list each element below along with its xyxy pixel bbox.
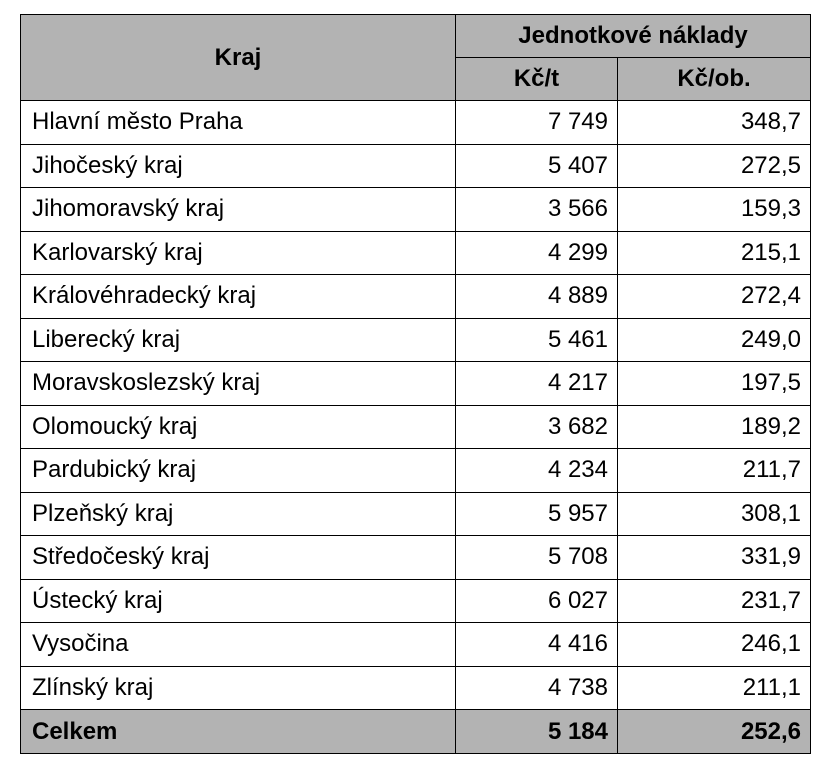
per-ton-cell: 6 027 <box>455 578 618 623</box>
region-cell: Středočeský kraj <box>20 535 456 580</box>
per-ton-cell: 5 407 <box>455 143 618 188</box>
region-cell: Pardubický kraj <box>20 448 456 493</box>
table-row: Středočeský kraj 5 708 331,9 <box>20 535 812 580</box>
region-cell: Moravskoslezský kraj <box>20 361 456 406</box>
table-row: Pardubický kraj 4 234 211,7 <box>20 448 812 493</box>
total-per-person: 252,6 <box>616 709 812 754</box>
per-ton-cell: 5 957 <box>455 491 618 536</box>
table-row: Vysočina 4 416 246,1 <box>20 622 812 667</box>
per-ton-cell: 5 461 <box>455 317 618 362</box>
region-cell: Karlovarský kraj <box>20 230 456 275</box>
per-ton-cell: 5 708 <box>455 535 618 580</box>
per-person-cell: 215,1 <box>616 230 812 275</box>
region-column-header: Kraj <box>20 14 456 101</box>
per-ton-cell: 4 299 <box>455 230 618 275</box>
per-ton-cell: 3 566 <box>455 187 618 232</box>
per-ton-cell: 4 217 <box>455 361 618 406</box>
per-person-cell: 197,5 <box>616 361 812 406</box>
table-footer: Celkem 5 184 252,6 <box>20 709 812 754</box>
table-row: Olomoucký kraj 3 682 189,2 <box>20 404 812 449</box>
per-person-cell: 348,7 <box>616 100 812 145</box>
per-person-cell: 211,7 <box>616 448 812 493</box>
per-person-cell: 272,5 <box>616 143 812 188</box>
per-ton-cell: 4 234 <box>455 448 618 493</box>
region-cell: Jihočeský kraj <box>20 143 456 188</box>
table-row: Moravskoslezský kraj 4 217 197,5 <box>20 361 812 406</box>
unit-costs-table: Kraj Jednotkové náklady Kč/t Kč/ob. Hlav… <box>20 14 812 754</box>
table-row: Jihomoravský kraj 3 566 159,3 <box>20 187 812 232</box>
table-row: Karlovarský kraj 4 299 215,1 <box>20 230 812 275</box>
region-cell: Vysočina <box>20 622 456 667</box>
per-person-cell: 211,1 <box>616 665 812 710</box>
per-person-cell: 272,4 <box>616 274 812 319</box>
per-person-cell: 189,2 <box>616 404 812 449</box>
per-person-column-header: Kč/ob. <box>616 57 812 101</box>
per-person-cell: 246,1 <box>616 622 812 667</box>
per-person-cell: 308,1 <box>616 491 812 536</box>
per-person-cell: 159,3 <box>616 187 812 232</box>
per-ton-cell: 3 682 <box>455 404 618 449</box>
unit-costs-group-header: Jednotkové náklady <box>454 14 812 58</box>
per-ton-cell: 4 416 <box>455 622 618 667</box>
table-row: Liberecký kraj 5 461 249,0 <box>20 317 812 362</box>
per-person-cell: 331,9 <box>616 535 812 580</box>
per-ton-cell: 4 889 <box>455 274 618 319</box>
per-person-cell: 231,7 <box>616 578 812 623</box>
table-row: Zlínský kraj 4 738 211,1 <box>20 665 812 710</box>
table-row: Královéhradecký kraj 4 889 272,4 <box>20 274 812 319</box>
per-ton-cell: 4 738 <box>455 665 618 710</box>
total-per-ton: 5 184 <box>455 709 618 754</box>
table-row: Jihočeský kraj 5 407 272,5 <box>20 143 812 188</box>
table-row: Plzeňský kraj 5 957 308,1 <box>20 491 812 536</box>
total-row: Celkem 5 184 252,6 <box>20 709 812 754</box>
table-body: Hlavní město Praha 7 749 348,7 Jihočeský kr… <box>20 100 812 710</box>
per-ton-column-header: Kč/t <box>455 57 618 101</box>
table-header: Kraj Jednotkové náklady Kč/t Kč/ob. <box>20 14 812 101</box>
region-cell: Hlavní město Praha <box>20 100 456 145</box>
table-row: Ústecký kraj 6 027 231,7 <box>20 578 812 623</box>
per-person-cell: 249,0 <box>616 317 812 362</box>
per-ton-cell: 7 749 <box>455 100 618 145</box>
region-cell: Plzeňský kraj <box>20 491 456 536</box>
table-row: Hlavní město Praha 7 749 348,7 <box>20 100 812 145</box>
region-cell: Ústecký kraj <box>20 578 456 623</box>
region-cell: Liberecký kraj <box>20 317 456 362</box>
total-label: Celkem <box>20 709 456 754</box>
region-cell: Jihomoravský kraj <box>20 187 456 232</box>
region-cell: Královéhradecký kraj <box>20 274 456 319</box>
region-cell: Zlínský kraj <box>20 665 456 710</box>
region-cell: Olomoucký kraj <box>20 404 456 449</box>
